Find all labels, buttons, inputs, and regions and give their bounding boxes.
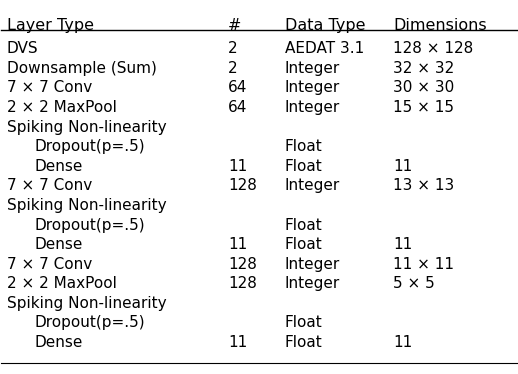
Text: Float: Float xyxy=(285,218,323,233)
Text: 7 × 7 Conv: 7 × 7 Conv xyxy=(7,178,92,193)
Text: Dense: Dense xyxy=(35,335,83,350)
Text: 11: 11 xyxy=(393,159,412,174)
Text: 11: 11 xyxy=(228,335,247,350)
Text: 64: 64 xyxy=(228,100,248,115)
Text: 128: 128 xyxy=(228,178,257,193)
Text: 2: 2 xyxy=(228,61,238,76)
Text: 2: 2 xyxy=(228,41,238,56)
Text: Integer: Integer xyxy=(285,61,340,76)
Text: Downsample (Sum): Downsample (Sum) xyxy=(7,61,156,76)
Text: 30 × 30: 30 × 30 xyxy=(393,80,454,95)
Text: Float: Float xyxy=(285,316,323,331)
Text: Integer: Integer xyxy=(285,100,340,115)
Text: 2 × 2 MaxPool: 2 × 2 MaxPool xyxy=(7,276,117,291)
Text: Layer Type: Layer Type xyxy=(7,18,94,33)
Text: Dropout(p=.5): Dropout(p=.5) xyxy=(35,316,146,331)
Text: Float: Float xyxy=(285,237,323,252)
Text: Spiking Non-linearity: Spiking Non-linearity xyxy=(7,120,166,135)
Text: Float: Float xyxy=(285,139,323,154)
Text: Float: Float xyxy=(285,159,323,174)
Text: Dense: Dense xyxy=(35,237,83,252)
Text: 15 × 15: 15 × 15 xyxy=(393,100,454,115)
Text: 7 × 7 Conv: 7 × 7 Conv xyxy=(7,257,92,272)
Text: Dense: Dense xyxy=(35,159,83,174)
Text: 11: 11 xyxy=(393,335,412,350)
Text: AEDAT 3.1: AEDAT 3.1 xyxy=(285,41,364,56)
Text: Integer: Integer xyxy=(285,80,340,95)
Text: Integer: Integer xyxy=(285,276,340,291)
Text: 11 × 11: 11 × 11 xyxy=(393,257,454,272)
Text: Dropout(p=.5): Dropout(p=.5) xyxy=(35,139,146,154)
Text: Spiking Non-linearity: Spiking Non-linearity xyxy=(7,198,166,213)
Text: Float: Float xyxy=(285,335,323,350)
Text: Integer: Integer xyxy=(285,257,340,272)
Text: Spiking Non-linearity: Spiking Non-linearity xyxy=(7,296,166,311)
Text: 5 × 5: 5 × 5 xyxy=(393,276,435,291)
Text: DVS: DVS xyxy=(7,41,38,56)
Text: 128: 128 xyxy=(228,257,257,272)
Text: 11: 11 xyxy=(393,237,412,252)
Text: #: # xyxy=(228,18,241,33)
Text: Dimensions: Dimensions xyxy=(393,18,486,33)
Text: 64: 64 xyxy=(228,80,248,95)
Text: Integer: Integer xyxy=(285,178,340,193)
Text: 11: 11 xyxy=(228,237,247,252)
Text: 128 × 128: 128 × 128 xyxy=(393,41,473,56)
Text: 128: 128 xyxy=(228,276,257,291)
Text: 7 × 7 Conv: 7 × 7 Conv xyxy=(7,80,92,95)
Text: 11: 11 xyxy=(228,159,247,174)
Text: Data Type: Data Type xyxy=(285,18,365,33)
Text: 13 × 13: 13 × 13 xyxy=(393,178,454,193)
Text: Dropout(p=.5): Dropout(p=.5) xyxy=(35,218,146,233)
Text: 2 × 2 MaxPool: 2 × 2 MaxPool xyxy=(7,100,117,115)
Text: 32 × 32: 32 × 32 xyxy=(393,61,454,76)
